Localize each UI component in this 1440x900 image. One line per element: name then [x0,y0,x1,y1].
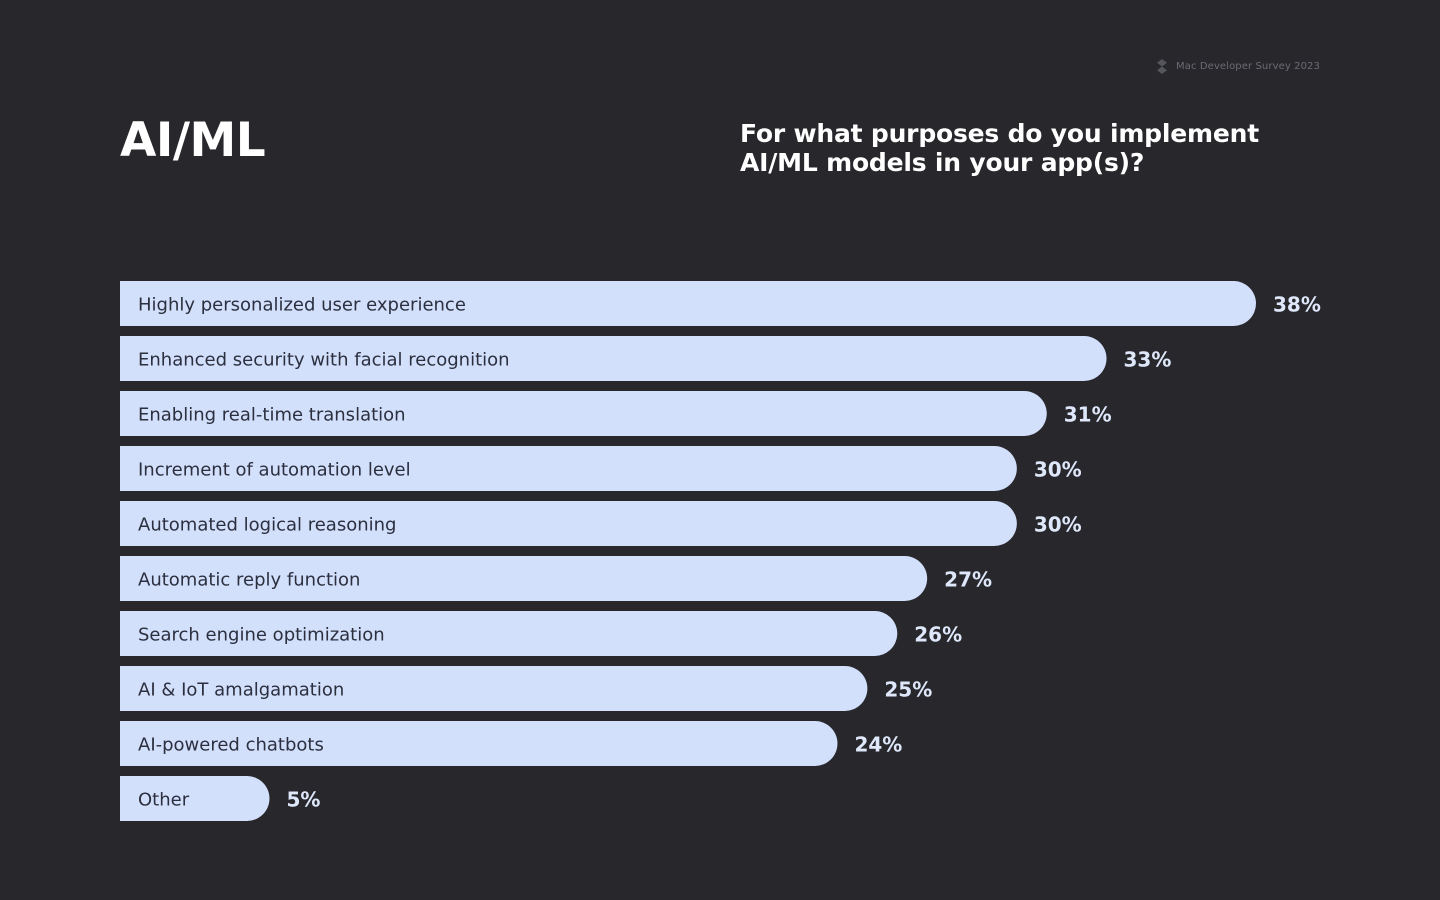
bar-group: Highly personalized user experience 38% [120,281,1321,326]
bar-category-label: AI & IoT amalgamation [138,680,344,701]
bar-category-label: Automated logical reasoning [138,515,396,536]
bar-value-label: 31% [1064,403,1112,427]
bar-value-label: 27% [944,568,992,592]
bar-group: Enhanced security with facial recognitio… [120,336,1171,381]
bar-category-label: Enabling real-time translation [138,405,406,426]
bar-group: Automated logical reasoning 30% [120,501,1082,546]
bar [120,281,1256,326]
bar [120,666,868,711]
bar-chart: Highly personalized user experience 38% En… [120,281,1330,826]
bar-value-label: 30% [1034,458,1082,482]
bar-category-label: Search engine optimization [138,625,385,646]
bar-category-label: Enhanced security with facial recognitio… [138,350,510,371]
bar-value-label: 26% [914,623,962,647]
bar-group: AI-powered chatbots 24% [120,721,902,766]
bar-value-label: 25% [884,678,932,702]
bar-category-label: AI-powered chatbots [138,735,324,756]
bar-group: Other 5% [120,776,320,821]
bar-value-label: 5% [286,788,320,812]
bar-category-label: Other [138,790,190,811]
bar-group: Enabling real-time translation 31% [120,391,1112,436]
bar-category-label: Increment of automation level [138,460,411,481]
bar-group: Search engine optimization 26% [120,611,962,656]
bar [120,721,838,766]
bar [120,776,270,821]
bar-value-label: 24% [854,733,902,757]
chart-question-title: For what purposes do you implement AI/ML… [740,119,1259,177]
bar [120,556,928,601]
bar [120,336,1107,381]
bar-category-label: Highly personalized user experience [138,295,466,316]
bar [120,501,1017,546]
bar-group: AI & IoT amalgamation 25% [120,666,932,711]
bar-group: Increment of automation level 30% [120,446,1082,491]
bar [120,611,898,656]
bar-value-label: 33% [1124,348,1172,372]
bar-category-label: Automatic reply function [138,570,360,591]
survey-brand-text: Mac Developer Survey 2023 [1176,61,1320,72]
section-title: AI/ML [120,113,266,168]
bar [120,391,1047,436]
bar-value-label: 30% [1034,513,1082,537]
bar-value-label: 38% [1273,293,1321,317]
survey-brand: Mac Developer Survey 2023 [1156,59,1320,74]
bar [120,446,1017,491]
survey-logo-icon [1157,59,1168,74]
bar-chart-svg: Highly personalized user experience 38% En… [120,281,1321,821]
bar-group: Automatic reply function 27% [120,556,992,601]
